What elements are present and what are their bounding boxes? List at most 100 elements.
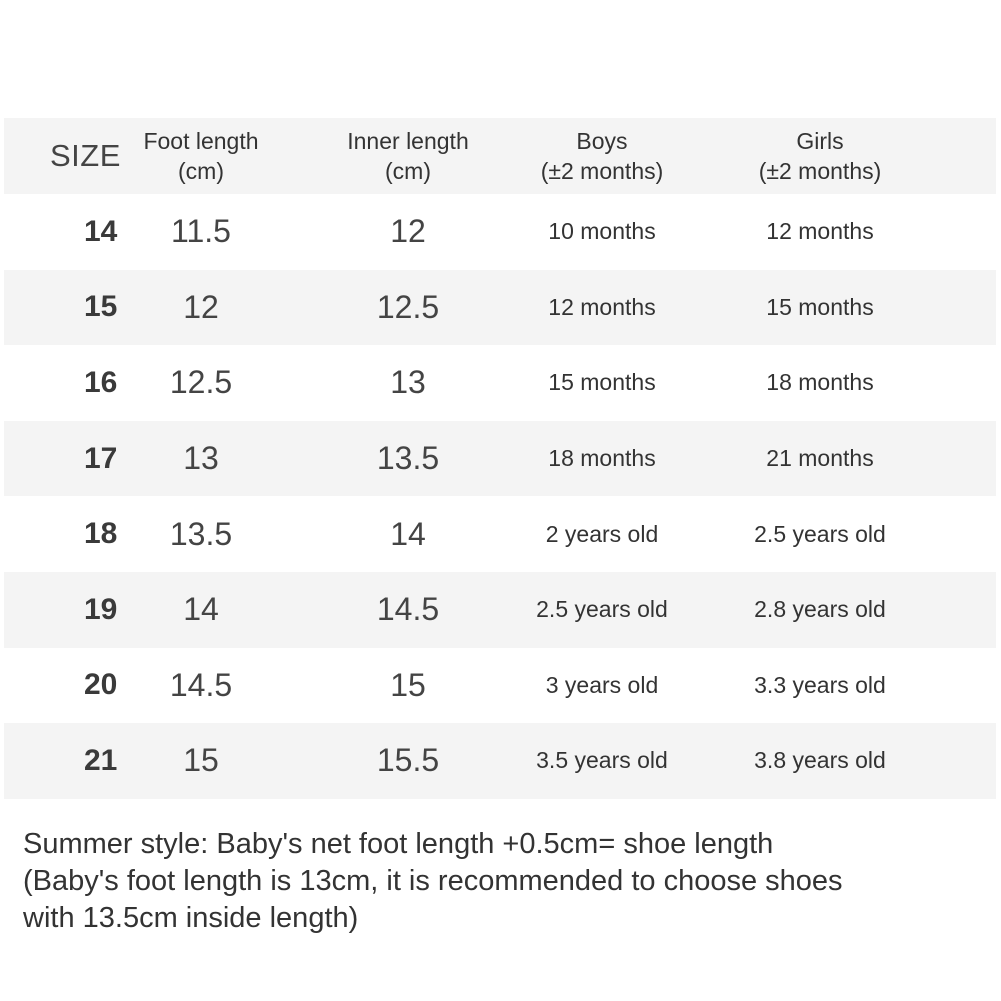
header-girls-label: Girls (±2 months) xyxy=(758,128,882,184)
inner-length-cell: 15 xyxy=(318,648,498,724)
boys-age-cell-value: 10 months xyxy=(548,218,656,245)
girls-age-cell: 2.8 years old xyxy=(720,572,920,648)
girls-age-cell-value: 2.5 years old xyxy=(754,520,886,547)
header-girls: Girls (±2 months) xyxy=(720,118,920,194)
header-boys: Boys (±2 months) xyxy=(502,118,702,194)
size-cell-value: 15 xyxy=(84,290,118,324)
header-size: SIZE xyxy=(4,118,204,194)
table-row: 20 14.5 15 3 years old 3.3 years old xyxy=(4,648,996,724)
boys-age-cell-value: 3.5 years old xyxy=(536,747,668,774)
table-row: 19 14 14.5 2.5 years old 2.8 years old xyxy=(4,571,996,648)
inner-length-cell-value: 12 xyxy=(390,213,426,250)
foot-length-cell: 12.5 xyxy=(136,345,266,421)
table-row: 21 15 15.5 3.5 years old 3.8 years old xyxy=(4,723,996,799)
inner-length-cell: 14.5 xyxy=(318,572,498,648)
boys-age-cell-value: 15 months xyxy=(548,369,656,396)
size-cell-value: 18 xyxy=(84,517,118,551)
inner-length-cell: 15.5 xyxy=(318,723,498,799)
inner-length-cell: 14 xyxy=(318,496,498,572)
size-cell: 15 xyxy=(4,270,204,346)
inner-length-cell-value: 13.5 xyxy=(376,440,440,477)
foot-length-cell: 14 xyxy=(136,572,266,648)
girls-age-cell-value: 21 months xyxy=(766,445,874,472)
girls-age-cell-value: 2.8 years old xyxy=(754,596,886,623)
boys-age-cell: 18 months xyxy=(502,421,702,497)
foot-length-cell-value: 11.5 xyxy=(171,213,231,250)
foot-length-cell-value: 14 xyxy=(183,591,219,628)
foot-length-cell: 12 xyxy=(136,270,266,346)
size-cell: 18 xyxy=(4,496,204,572)
table-row: 14 11.5 12 10 months 12 months xyxy=(4,194,996,270)
header-inner-length: Inner length (cm) xyxy=(318,118,498,194)
boys-age-cell: 12 months xyxy=(502,270,702,346)
note-line-2: (Baby's foot length is 13cm, it is recom… xyxy=(23,865,843,897)
table-row: 16 12.5 13 15 months 18 months xyxy=(4,345,996,421)
size-cell: 21 xyxy=(4,723,204,799)
inner-length-cell: 13.5 xyxy=(318,421,498,497)
boys-age-cell-value: 12 months xyxy=(548,293,656,320)
table-row: 18 13.5 14 2 years old 2.5 years old xyxy=(4,496,996,572)
foot-length-cell: 15 xyxy=(136,723,266,799)
girls-age-cell: 12 months xyxy=(720,194,920,270)
boys-age-cell-value: 2 years old xyxy=(545,520,659,547)
foot-length-cell-value: 12 xyxy=(183,288,219,325)
size-cell: 17 xyxy=(4,421,204,497)
sizing-note: Summer style: Baby's net foot length +0.… xyxy=(23,826,983,937)
boys-age-cell-value: 18 months xyxy=(548,445,656,472)
boys-age-cell: 3.5 years old xyxy=(502,723,702,799)
size-cell-value: 14 xyxy=(84,214,118,248)
inner-length-cell: 13 xyxy=(318,345,498,421)
boys-age-cell: 15 months xyxy=(502,345,702,421)
girls-age-cell-value: 15 months xyxy=(766,293,874,320)
foot-length-cell-value: 13 xyxy=(183,440,219,477)
header-foot-length: Foot length (cm) xyxy=(136,118,266,194)
size-cell-value: 21 xyxy=(84,743,118,777)
header-foot-length-label: Foot length (cm) xyxy=(143,128,259,184)
girls-age-cell-value: 12 months xyxy=(766,218,874,245)
girls-age-cell: 3.3 years old xyxy=(720,648,920,724)
note-line-3: with 13.5cm inside length) xyxy=(23,902,359,934)
foot-length-cell: 14.5 xyxy=(136,648,266,724)
inner-length-cell: 12 xyxy=(318,194,498,270)
note-line-1: Summer style: Baby's net foot length +0.… xyxy=(23,828,774,860)
header-size-label: SIZE xyxy=(50,138,121,173)
girls-age-cell-value: 18 months xyxy=(766,369,874,396)
size-cell-value: 20 xyxy=(84,668,118,702)
size-cell-value: 17 xyxy=(84,441,118,475)
boys-age-cell: 2.5 years old xyxy=(502,572,702,648)
header-inner-length-label: Inner length (cm) xyxy=(347,128,469,184)
girls-age-cell: 18 months xyxy=(720,345,920,421)
size-chart-table: SIZE Foot length (cm) Inner length (cm) … xyxy=(4,118,996,799)
foot-length-cell: 13.5 xyxy=(136,496,266,572)
size-cell-value: 16 xyxy=(84,365,118,399)
girls-age-cell: 2.5 years old xyxy=(720,496,920,572)
girls-age-cell-value: 3.3 years old xyxy=(754,671,886,698)
foot-length-cell-value: 13.5 xyxy=(169,515,233,552)
size-cell: 19 xyxy=(4,572,204,648)
girls-age-cell: 3.8 years old xyxy=(720,723,920,799)
foot-length-cell: 11.5 xyxy=(136,194,266,270)
inner-length-cell-value: 14 xyxy=(390,515,426,552)
inner-length-cell-value: 13 xyxy=(390,364,426,401)
size-cell: 16 xyxy=(4,345,204,421)
boys-age-cell-value: 2.5 years old xyxy=(536,596,668,623)
foot-length-cell: 13 xyxy=(136,421,266,497)
inner-length-cell-value: 14.5 xyxy=(376,591,440,628)
table-row: 15 12 12.5 12 months 15 months xyxy=(4,269,996,346)
inner-length-cell-value: 15 xyxy=(390,666,426,703)
header-boys-label: Boys (±2 months) xyxy=(540,128,664,184)
girls-age-cell: 21 months xyxy=(720,421,920,497)
boys-age-cell: 10 months xyxy=(502,194,702,270)
inner-length-cell-value: 15.5 xyxy=(376,742,440,779)
table-row: 17 13 13.5 18 months 21 months xyxy=(4,420,996,497)
girls-age-cell-value: 3.8 years old xyxy=(754,747,886,774)
boys-age-cell: 3 years old xyxy=(502,648,702,724)
size-cell-value: 19 xyxy=(84,592,118,626)
girls-age-cell: 15 months xyxy=(720,270,920,346)
size-cell: 14 xyxy=(4,194,204,270)
foot-length-cell-value: 15 xyxy=(183,742,219,779)
boys-age-cell: 2 years old xyxy=(502,496,702,572)
foot-length-cell-value: 12.5 xyxy=(169,364,233,401)
boys-age-cell-value: 3 years old xyxy=(545,671,659,698)
inner-length-cell-value: 12.5 xyxy=(376,288,440,325)
